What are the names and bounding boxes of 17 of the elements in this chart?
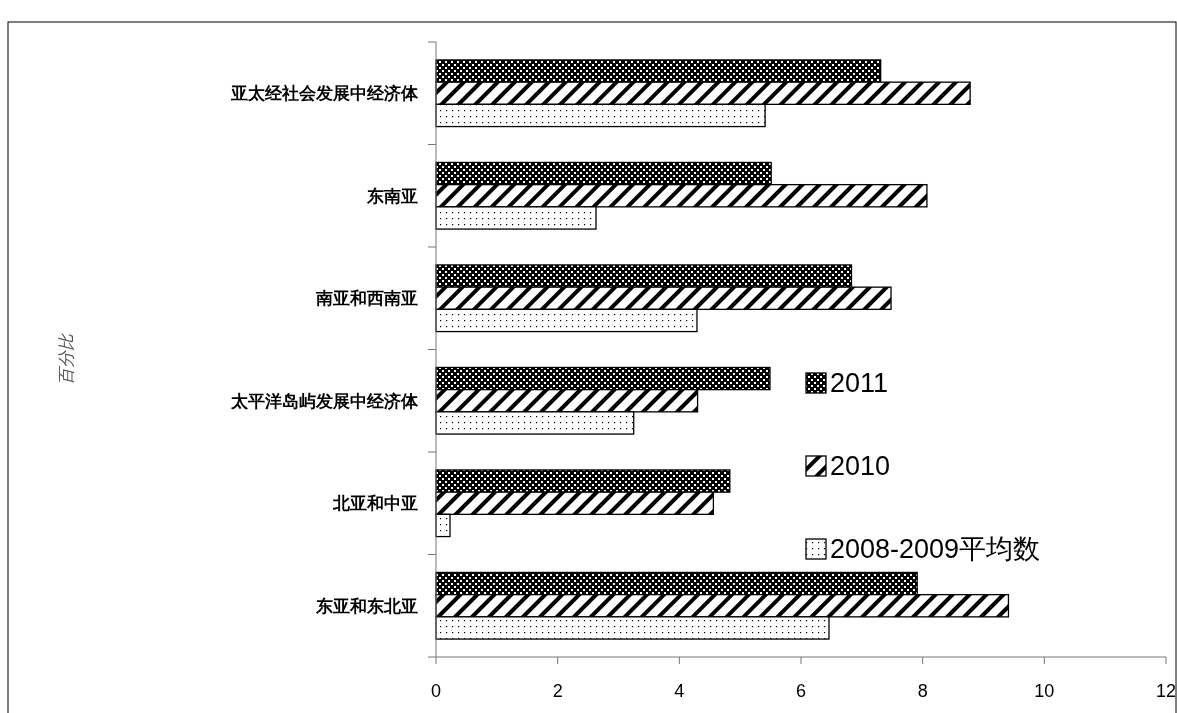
- x-tick-label: 6: [795, 681, 807, 701]
- y-tick-label: 南亚和西南亚: [315, 289, 418, 309]
- y-tick-label: 东南亚: [366, 186, 418, 206]
- y-tick-label: 亚太经社会发展中经济体: [230, 84, 419, 104]
- x-tick-label: 8: [917, 681, 928, 701]
- x-tick-label: 4: [674, 681, 685, 701]
- y-tick-label: 太平洋岛屿发展中经济体: [230, 391, 419, 411]
- y-tick-label: 北亚和中亚: [332, 494, 418, 514]
- legend-label: 2011: [830, 368, 889, 399]
- legend-label: 2008-2009平均数: [830, 534, 1041, 565]
- legend-label: 2010: [830, 451, 891, 482]
- x-tick-label: 2: [552, 681, 563, 701]
- x-tick-label: 12: [1155, 681, 1177, 701]
- x-tick-label: 10: [1034, 681, 1055, 701]
- x-tick-label: 0: [430, 681, 442, 701]
- y-tick-label: 东亚和东北亚: [315, 596, 418, 616]
- text: 百分比: [57, 333, 76, 385]
